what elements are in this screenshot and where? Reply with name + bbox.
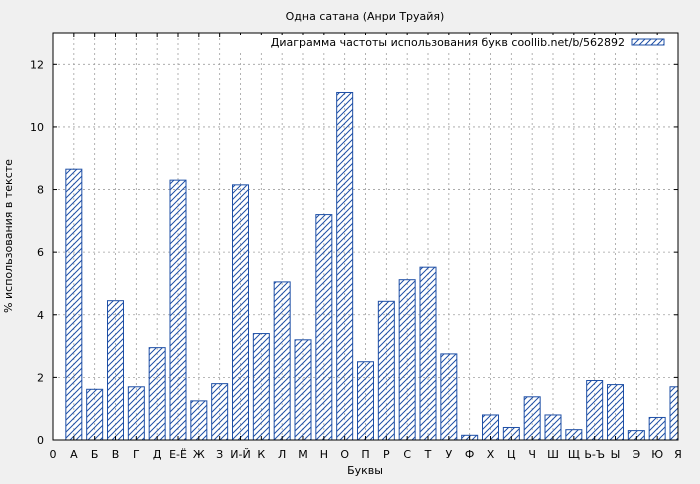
y-tick-label: 0 — [37, 434, 44, 447]
bar-Я — [669, 386, 679, 441]
x-tick-label: З — [216, 448, 223, 461]
bar-Ь-Ъ — [586, 380, 604, 441]
x-tick-label: П — [361, 448, 369, 461]
bar-О — [336, 91, 354, 441]
x-tick-label: Т — [424, 448, 432, 461]
x-tick-label: В — [112, 448, 120, 461]
bar-М — [294, 339, 312, 441]
bar-А — [65, 168, 83, 441]
y-tick-label: 4 — [37, 309, 44, 322]
legend: Диаграмма частоты использования букв coo… — [240, 35, 668, 50]
bar-С — [398, 279, 416, 441]
x-tick-label: Ф — [465, 448, 474, 461]
x-tick-label: Л — [278, 448, 286, 461]
y-tick-label: 6 — [37, 246, 44, 259]
x-tick-label: Ж — [193, 448, 205, 461]
x-tick-label: Я — [674, 448, 682, 461]
x-tick-label: Х — [487, 448, 495, 461]
x-tick-label: Е-Ё — [169, 448, 187, 461]
x-tick-label: К — [257, 448, 265, 461]
x-tick-label: С — [403, 448, 411, 461]
chart-title: Одна сатана (Анри Труайя) — [286, 10, 445, 23]
bar-Ы — [607, 384, 624, 441]
bar-З — [211, 383, 229, 441]
x-tick-label: У — [445, 448, 452, 461]
x-tick-label: Ч — [528, 448, 536, 461]
bar-Б — [86, 388, 104, 441]
x-tick-label: 0 — [50, 448, 57, 461]
x-tick-label: Ю — [651, 448, 663, 461]
x-tick-label: Ш — [547, 448, 559, 461]
bar-Г — [127, 386, 145, 441]
bar-В — [107, 300, 124, 441]
y-tick-label: 10 — [30, 121, 44, 134]
bar-Т — [419, 266, 437, 441]
x-tick-label: Ы — [611, 448, 621, 461]
x-tick-label: Ь-Ъ — [584, 448, 605, 461]
bar-У — [440, 353, 458, 441]
x-axis-ticks: 0 А Б В Г Д Е-Ё Ж З И-Й К Л М Н О П Р С Т У Ф Х Ц Ч Ш Щ Ь-Ъ Ы Э Ю Я — [50, 33, 682, 461]
bar-Д — [148, 347, 166, 441]
x-tick-label: Н — [320, 448, 328, 461]
x-tick-label: А — [70, 448, 78, 461]
x-tick-label: Г — [133, 448, 140, 461]
bar-К — [252, 333, 270, 441]
bar-Л — [273, 281, 291, 441]
x-tick-label: Р — [383, 448, 390, 461]
x-tick-label: М — [298, 448, 308, 461]
x-tick-label: Б — [91, 448, 99, 461]
legend-label: Диаграмма частоты использования букв coo… — [271, 36, 625, 49]
y-axis-label: % использования в тексте — [2, 159, 15, 313]
grid-lines — [53, 33, 679, 440]
bar-Р — [377, 300, 395, 441]
bar-Н — [315, 214, 333, 441]
legend-background — [240, 35, 668, 50]
x-tick-label: Ц — [507, 448, 516, 461]
y-axis-ticks: 0 2 4 6 8 10 12 — [30, 58, 678, 447]
x-tick-label: Д — [153, 448, 162, 461]
bar-Е-Ё — [169, 179, 187, 441]
x-tick-label: О — [340, 448, 349, 461]
x-axis-label: Буквы — [347, 464, 383, 477]
x-tick-label: Э — [632, 448, 640, 461]
bar-П — [357, 361, 374, 441]
x-tick-label: Щ — [568, 448, 580, 461]
bar-Ж — [190, 400, 208, 441]
bar-Ч — [523, 396, 541, 441]
x-tick-label: И-Й — [230, 448, 250, 461]
bar-И-Й — [232, 184, 249, 441]
y-tick-label: 8 — [37, 184, 44, 197]
y-tick-label: 2 — [37, 371, 44, 384]
legend-swatch — [631, 38, 665, 46]
y-tick-label: 12 — [30, 58, 44, 71]
